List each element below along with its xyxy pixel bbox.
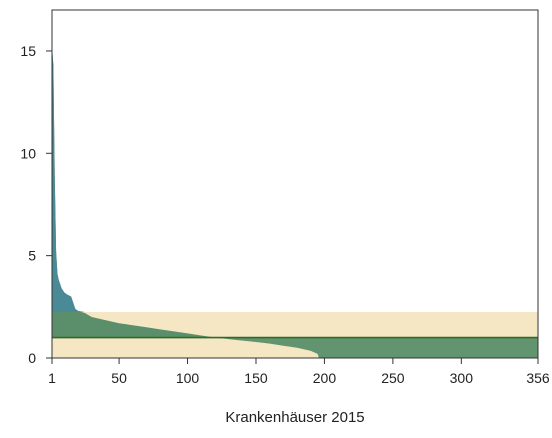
x-tick-label: 50 bbox=[111, 370, 127, 386]
y-tick-label: 0 bbox=[28, 350, 36, 366]
x-tick-label: 200 bbox=[313, 370, 337, 386]
series-area-deficit bbox=[52, 337, 538, 358]
y-tick-label: 5 bbox=[28, 248, 36, 264]
x-tick-label: 1 bbox=[48, 370, 56, 386]
y-tick-label: 10 bbox=[20, 145, 36, 161]
x-tick-label: 300 bbox=[450, 370, 474, 386]
plot-area bbox=[52, 46, 538, 358]
x-tick-label: 100 bbox=[176, 370, 200, 386]
series-area-peak bbox=[52, 46, 538, 312]
plot-frame bbox=[51, 9, 539, 359]
x-tick-label: 250 bbox=[381, 370, 405, 386]
x-tick-label: 356 bbox=[526, 370, 550, 386]
series-area-above-reference bbox=[52, 46, 538, 338]
y-tick-label: 15 bbox=[20, 43, 36, 59]
x-axis-label: Krankenhäuser 2015 bbox=[225, 409, 364, 426]
x-tick-label: 150 bbox=[244, 370, 268, 386]
series-area-below-reference bbox=[52, 337, 538, 358]
